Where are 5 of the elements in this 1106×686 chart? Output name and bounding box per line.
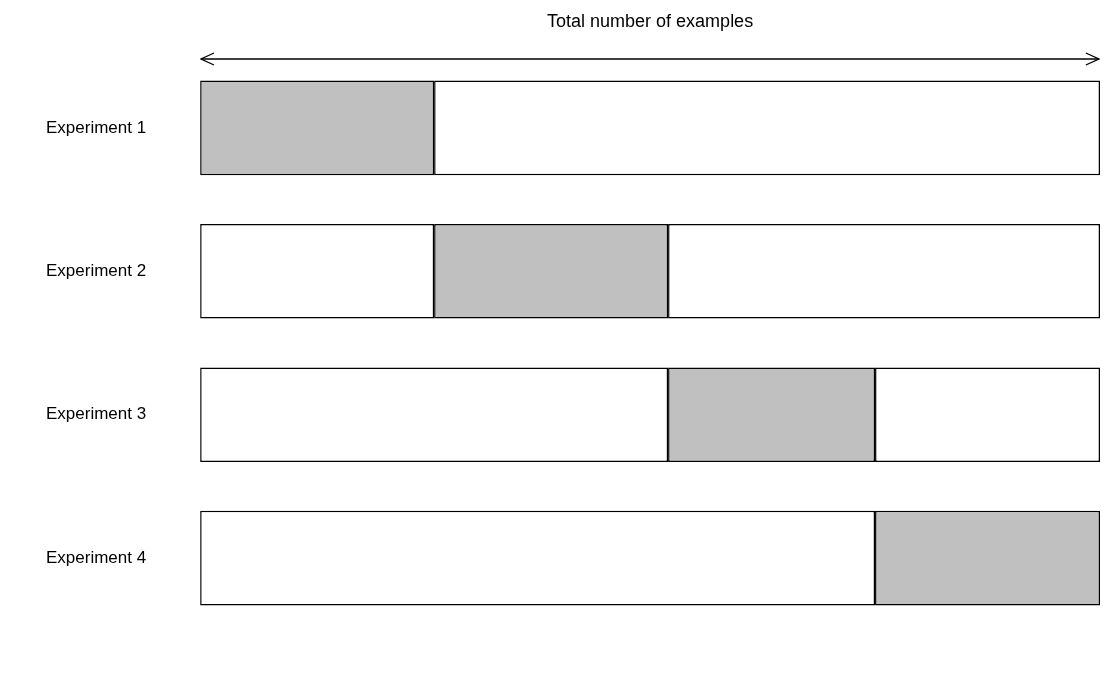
y-tick-label: Experiment 3 (45, 404, 147, 424)
chart-title: Total number of examples (547, 10, 754, 31)
y-tick-label: Experiment 1 (45, 117, 147, 137)
y-tick-label: Experiment 4 (45, 547, 147, 567)
y-tick-label: Experiment 2 (45, 260, 147, 280)
